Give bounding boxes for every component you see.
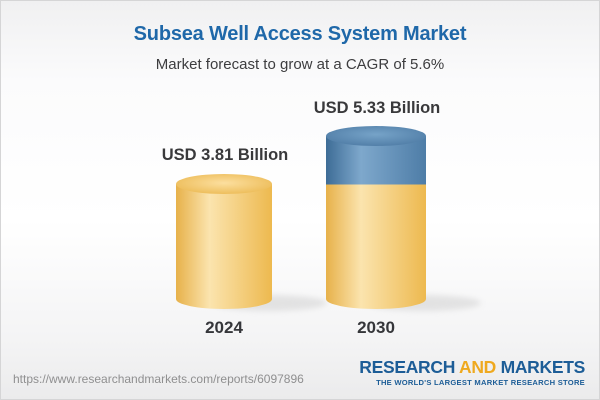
research-and-markets-logo: RESEARCH AND MARKETS THE WORLD'S LARGEST…	[359, 356, 586, 388]
logo-tagline: THE WORLD'S LARGEST MARKET RESEARCH STOR…	[376, 378, 585, 388]
value-label-2030: USD 5.33 Billion	[313, 99, 441, 117]
cylinder-bar-chart	[176, 126, 481, 311]
bar-2024-cylinder	[176, 174, 272, 309]
category-label-2024: 2024	[205, 318, 243, 337]
report-url-link[interactable]: https://www.researchandmarkets.com/repor…	[13, 372, 304, 386]
bar-2030-base-segment	[326, 184, 426, 309]
value-label-2024: USD 3.81 Billion	[161, 146, 289, 164]
logo-word-and: AND	[458, 356, 496, 377]
logo-word-research: RESEARCH	[359, 356, 456, 377]
chart-subtitle: Market forecast to grow at a CAGR of 5.6…	[155, 56, 445, 73]
category-label-2030: 2030	[357, 318, 395, 337]
bar-2030-cylinder	[326, 126, 426, 309]
logo-wordmark: RESEARCH AND MARKETS	[359, 356, 586, 377]
logo-word-markets: MARKETS	[500, 356, 586, 377]
chart-title: Subsea Well Access System Market	[133, 23, 467, 45]
